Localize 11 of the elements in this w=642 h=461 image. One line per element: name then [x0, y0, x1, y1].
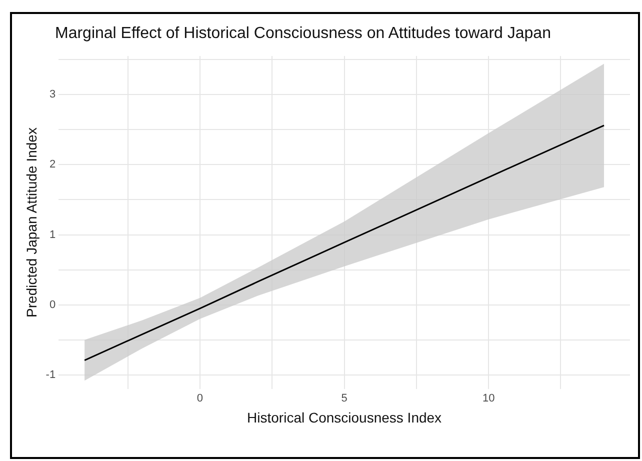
y-tick-label: 1: [49, 228, 56, 241]
chart-title: Marginal Effect of Historical Consciousness on Attitudes toward Japan: [55, 25, 551, 43]
x-tick-label: 0: [196, 392, 204, 405]
x-tick-label: 10: [482, 392, 495, 405]
x-tick-label: 5: [341, 392, 348, 405]
y-tick-label: 3: [49, 88, 56, 101]
y-tick-label: -1: [46, 369, 56, 382]
y-tick-label: 2: [49, 158, 56, 171]
y-tick-label: 0: [49, 298, 56, 311]
x-axis-title: Historical Consciousness Index: [247, 409, 442, 426]
y-axis-title: Predicted Japan Attitude Index: [23, 128, 40, 318]
